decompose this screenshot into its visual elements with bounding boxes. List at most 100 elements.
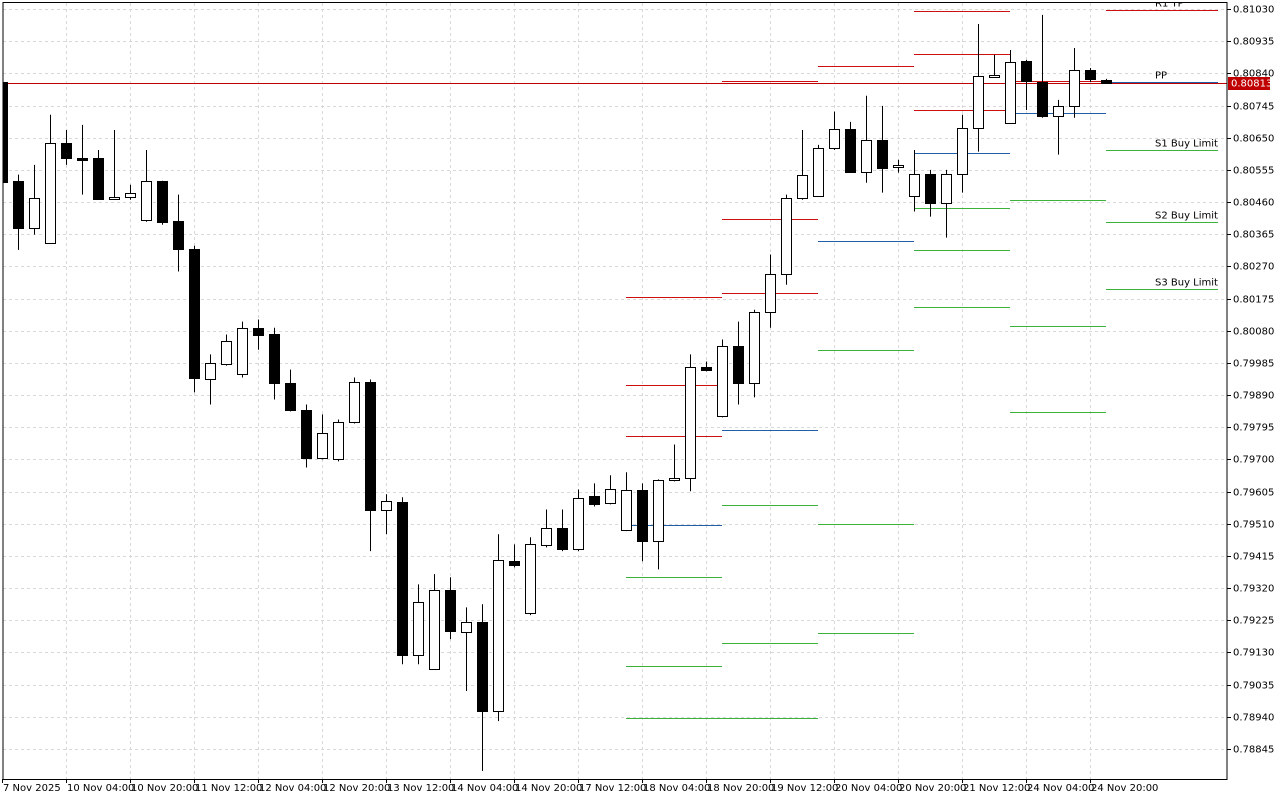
candle-body: [797, 175, 808, 199]
candle-body: [221, 341, 232, 365]
y-tick-label: 0.80935: [1233, 37, 1274, 48]
candle-body: [653, 480, 664, 542]
candle-body: [381, 501, 392, 511]
candle-body: [493, 560, 504, 712]
candle-body: [621, 490, 632, 531]
y-tick-label: 0.80555: [1233, 166, 1274, 177]
y-tick-label: 0.80080: [1233, 327, 1274, 338]
candle-body: [509, 561, 520, 566]
x-tick-label: 20 Nov 20:00: [899, 783, 966, 794]
candle-body: [845, 129, 856, 173]
candle-body: [269, 334, 280, 384]
x-tick-label: 18 Nov 04:00: [643, 783, 710, 794]
candle-body: [1021, 61, 1032, 82]
y-tick-label: 0.81030: [1233, 5, 1274, 16]
x-tick-label: 13 Nov 12:00: [387, 783, 454, 794]
y-tick-label: 0.79510: [1233, 520, 1274, 531]
candle-body: [445, 590, 456, 632]
pivot-level-label: PP: [1155, 71, 1167, 82]
candle-body: [61, 143, 72, 159]
y-tick-label: 0.80175: [1233, 295, 1274, 306]
x-tick-label: 21 Nov 12:00: [963, 783, 1030, 794]
candle-body: [333, 422, 344, 460]
candle-body: [301, 410, 312, 459]
candle-body: [285, 383, 296, 411]
candle-body: [205, 363, 216, 380]
candle-body: [317, 433, 328, 459]
candle-body: [877, 140, 888, 169]
x-tick-label: 18 Nov 20:00: [707, 783, 774, 794]
candle-body: [973, 76, 984, 129]
candle-body: [125, 193, 136, 198]
candle-body: [589, 496, 600, 505]
last-price-label: 0.80813: [1231, 79, 1272, 90]
candle-body: [701, 367, 712, 371]
candle-body: [941, 174, 952, 204]
x-tick-label: 12 Nov 20:00: [323, 783, 390, 794]
y-tick-label: 0.80365: [1233, 230, 1274, 241]
candle-body: [525, 544, 536, 614]
candle-body: [925, 174, 936, 204]
y-tick-label: 0.79035: [1233, 681, 1274, 692]
candle-body: [173, 221, 184, 250]
y-tick-label: 0.79795: [1233, 423, 1274, 434]
candle-body: [29, 198, 40, 229]
x-tick-label: 19 Nov 12:00: [771, 783, 838, 794]
candle-body: [765, 274, 776, 313]
candle-body: [413, 602, 424, 656]
candle-body: [157, 181, 168, 223]
y-tick-label: 0.79700: [1233, 455, 1274, 466]
candle-body: [93, 158, 104, 200]
candle-body: [13, 181, 24, 229]
candle-body: [1037, 82, 1048, 117]
candle-body: [477, 622, 488, 712]
candle-body: [349, 382, 360, 423]
axes: 0.81030 0.80935 0.80840 0.80745 0.80650 0.805…: [2, 2, 1274, 794]
support-level-label: S3 Buy Limit: [1155, 278, 1218, 289]
grid: [3, 3, 1227, 779]
x-tick-label: 7 Nov 2025: [3, 783, 61, 794]
candle-body: [573, 498, 584, 550]
candle-body: [397, 502, 408, 656]
y-tick-label: 0.79225: [1233, 616, 1274, 627]
candle-body: [1069, 70, 1080, 107]
candle-body: [429, 590, 440, 670]
candle-body: [733, 346, 744, 384]
candle-body: [909, 174, 920, 197]
candle-body: [781, 198, 792, 275]
x-tick-label: 10 Nov 20:00: [131, 783, 198, 794]
plot-frame: [2, 2, 1228, 780]
candle-body: [365, 382, 376, 511]
x-tick-label: 24 Nov 04:00: [1027, 783, 1094, 794]
candle-body: [189, 249, 200, 379]
candle-body: [541, 528, 552, 546]
candle-body: [989, 75, 1000, 78]
plot-area: R1 TP PP S1 Buy Limit S2 Buy Limit S3 Buy Li…: [3, 0, 1227, 771]
candle-body: [77, 158, 88, 161]
x-tick-label: 14 Nov 20:00: [515, 783, 582, 794]
x-tick-label: 17 Nov 12:00: [579, 783, 646, 794]
candle-body: [1101, 80, 1112, 84]
candle-body: [1085, 70, 1096, 80]
candle-body: [957, 128, 968, 175]
candle-body: [893, 165, 904, 168]
candle-body: [557, 528, 568, 550]
y-tick-label: 0.80650: [1233, 134, 1274, 145]
candle-body: [829, 129, 840, 149]
y-tick-label: 0.80840: [1233, 69, 1274, 80]
y-tick-label: 0.79415: [1233, 552, 1274, 563]
y-tick-label: 0.79890: [1233, 391, 1274, 402]
x-tick-label: 10 Nov 04:00: [67, 783, 134, 794]
candle-body: [141, 181, 152, 221]
candle-body: [685, 367, 696, 479]
candle-body: [861, 140, 872, 173]
candle-body: [3, 82, 8, 183]
x-tick-label: 14 Nov 04:00: [451, 783, 518, 794]
resistance-level-label: R1 TP: [1155, 0, 1184, 10]
candle-body: [813, 148, 824, 197]
candle-body: [717, 346, 728, 417]
candle-body: [1005, 62, 1016, 124]
candle-body: [605, 489, 616, 504]
